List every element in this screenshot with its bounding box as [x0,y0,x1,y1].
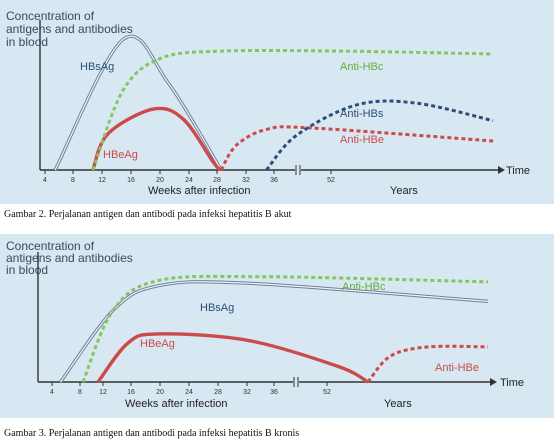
x-axis-arrow-icon [490,378,497,386]
chart-panel-chronic: Concentration of antigens and antibodies i… [0,234,554,418]
x-tick-label: 4 [43,177,47,184]
x-tick-label: 28 [213,177,221,184]
x-tick-label: 20 [156,177,164,184]
series-label-hbeag: HBeAg [103,149,138,161]
x-tick-label: 4 [50,389,54,396]
series-line-hbeag [96,332,369,384]
x-tick-label: 12 [98,177,106,184]
x-axis-label: Weeks after infection [148,185,251,197]
x-tick-label: 24 [185,389,193,396]
series-line-anti-hbe [366,344,489,383]
x-tick-label: 28 [214,389,222,396]
series-line-inner-hbsag [60,281,489,383]
x-tick-label: 52 [323,389,331,396]
x-axis-label: Weeks after infection [125,398,228,410]
series-line-anti-hbs [265,99,494,171]
y-axis-label: Concentration of [6,239,95,253]
series-label-anti-hbs: Anti-HBs [340,108,384,120]
series-line-hbsag [53,34,223,171]
x-tick-label: 8 [71,177,75,184]
x-tick-label: 20 [156,389,164,396]
figure-caption-chronic: Gambar 3. Perjalanan antigen dan antibod… [4,428,300,439]
axis-break-gap [293,377,299,387]
y-axis-label: in blood [6,263,48,277]
time-label: Time [500,377,524,389]
series-label-hbsag: HBsAg [200,302,234,314]
series-label-anti-hbc: Anti-HBc [340,61,384,73]
series-label-hbeag: HBeAg [140,338,175,350]
series-label-anti-hbe: Anti-HBe [435,362,479,374]
series-line-anti-hbc [91,48,494,171]
y-axis-label: antigens and antibodies [6,22,133,36]
series-line-anti-hbc [81,274,489,383]
x-tick-label: 36 [270,389,278,396]
x-axis-arrow-icon [498,166,505,174]
y-axis-label: Concentration of [6,9,95,23]
series-label-hbsag: HBsAg [80,61,114,73]
series-line-hbeag [91,106,223,172]
y-axis-label: in blood [6,35,48,49]
years-label: Years [390,185,418,197]
x-tick-label: 32 [243,389,251,396]
series-line-inner-hbsag [54,35,222,171]
x-tick-label: 52 [327,177,335,184]
x-tick-label: 12 [99,389,107,396]
x-tick-label: 16 [127,389,135,396]
figure-caption-acute: Gambar 2. Perjalanan antigen dan antibod… [4,209,292,220]
time-label: Time [506,165,530,177]
series-line-anti-hbe [219,125,494,171]
series-label-anti-hbe: Anti-HBe [340,134,384,146]
chart-panel-acute: Concentration of antigens and antibodies i… [0,0,554,204]
years-label: Years [384,398,412,410]
axis-break-gap [295,165,301,175]
x-tick-label: 16 [127,177,135,184]
x-tick-label: 24 [185,177,193,184]
x-tick-label: 32 [242,177,250,184]
x-tick-label: 36 [270,177,278,184]
x-tick-label: 8 [78,389,82,396]
series-label-anti-hbc: Anti-HBc [342,281,386,293]
